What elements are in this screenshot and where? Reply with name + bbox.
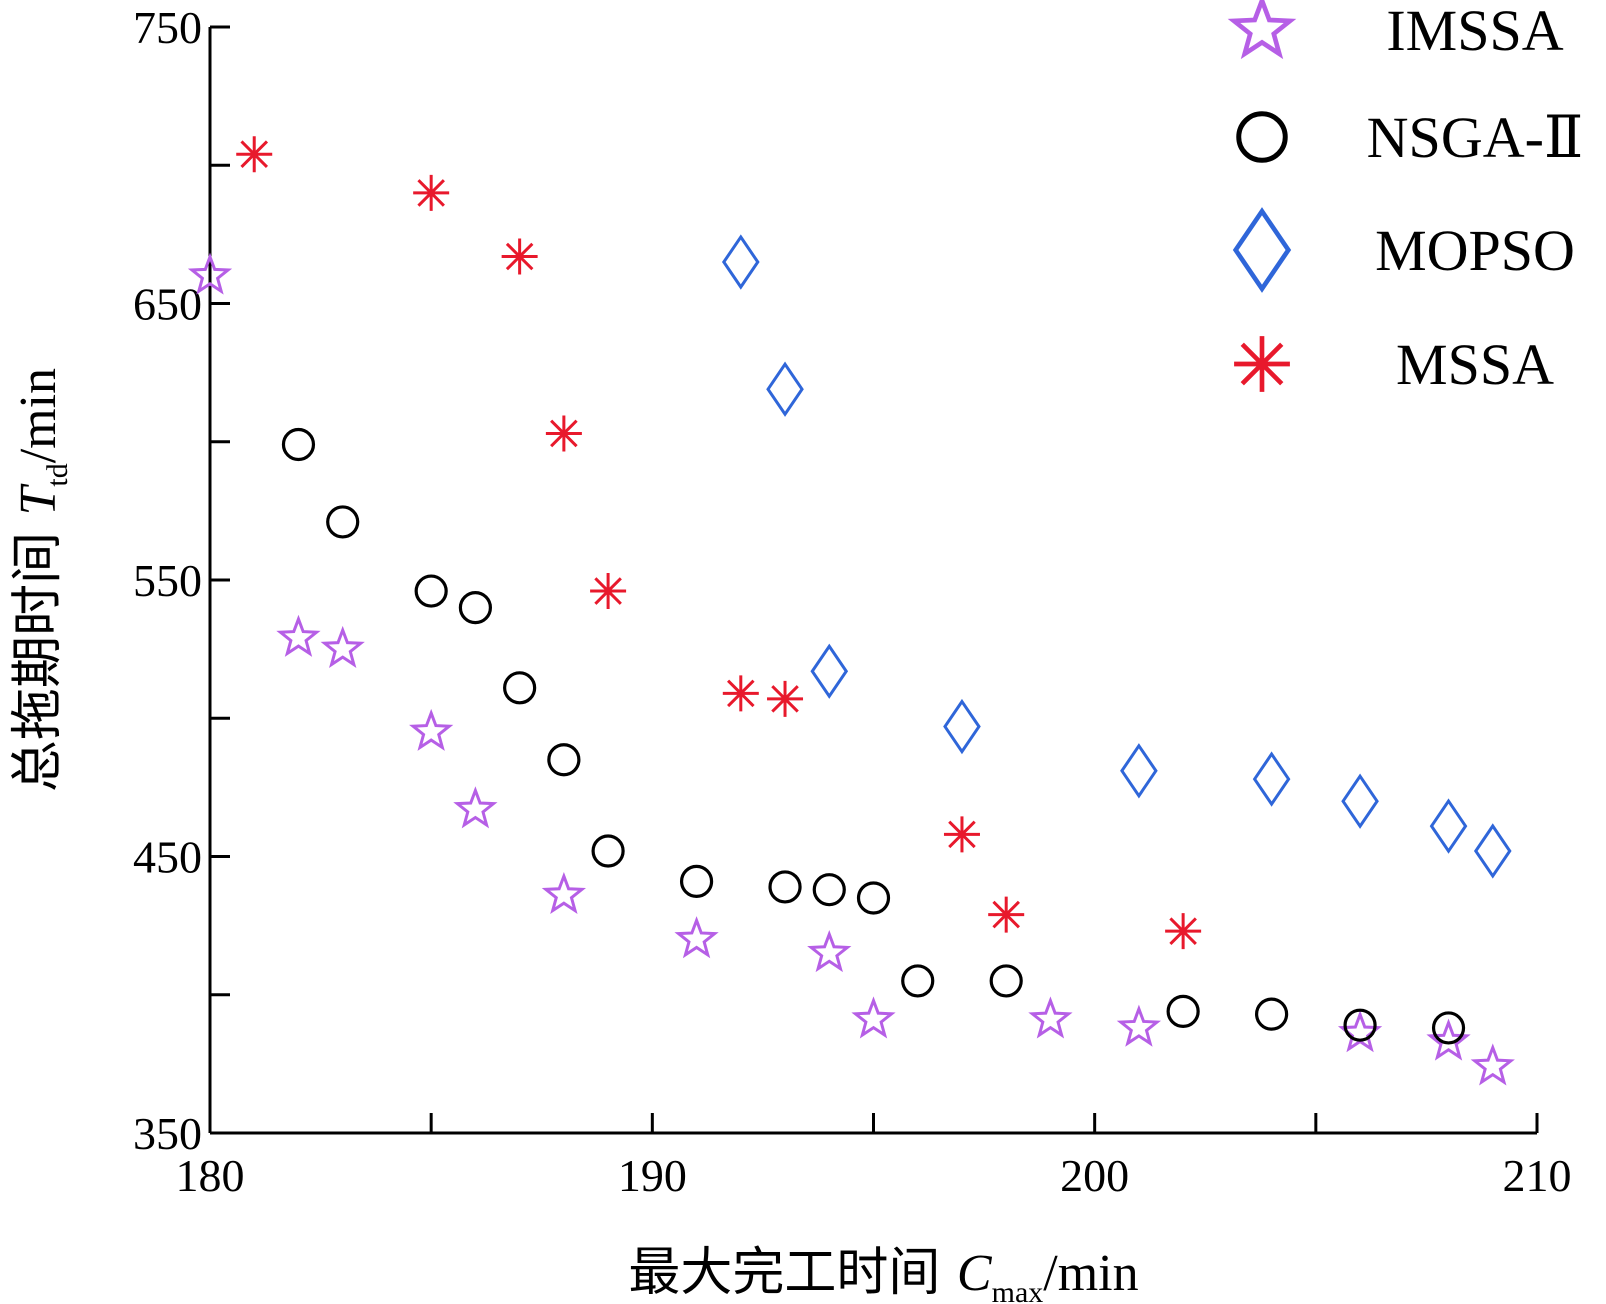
- data-point: [413, 174, 450, 211]
- data-point: [721, 234, 760, 290]
- data-point: [320, 625, 365, 668]
- legend: IMSSA NSGA-Ⅱ MOPSO MSSA: [1227, 0, 1584, 397]
- data-point: [414, 574, 448, 608]
- data-point: [458, 591, 492, 625]
- data-point: [679, 864, 714, 898]
- axes: [208, 27, 1537, 1135]
- data-point: [281, 427, 316, 462]
- data-point: [541, 871, 587, 915]
- x-tick-label: 180: [176, 1150, 245, 1201]
- y-tick-label: 550: [133, 555, 202, 606]
- data-point: [1116, 1004, 1162, 1047]
- data-point: [988, 896, 1025, 933]
- data-point: [1426, 1018, 1471, 1061]
- data-point: [1341, 773, 1379, 829]
- data-point: [856, 881, 891, 915]
- data-point: [501, 238, 538, 275]
- data-point: [503, 671, 537, 705]
- legend-marker: [1232, 207, 1292, 293]
- data-point: [236, 136, 273, 173]
- series-nsga-: [281, 427, 1466, 1045]
- legend-item: NSGA-Ⅱ: [1236, 105, 1584, 170]
- x-tick-label: 200: [1060, 1150, 1129, 1201]
- data-point: [187, 252, 233, 295]
- data-point: [591, 834, 625, 868]
- data-point: [901, 964, 935, 998]
- data-point: [1165, 913, 1202, 950]
- data-point: [810, 643, 849, 699]
- data-point: [722, 675, 759, 712]
- x-axis-title: 最大完工时间 Cmax/min: [628, 1243, 1138, 1304]
- data-point: [943, 698, 981, 755]
- legend-marker: [1234, 336, 1290, 392]
- data-point: [326, 505, 360, 539]
- data-point: [766, 361, 804, 417]
- x-tick-label: 210: [1503, 1150, 1572, 1201]
- data-point: [1028, 996, 1073, 1039]
- data-point: [812, 873, 846, 907]
- data-point: [453, 786, 498, 829]
- y-tick-label: 750: [133, 2, 202, 53]
- y-axis-title: 总拖期时间 Ttd/min: [8, 368, 74, 792]
- data-point: [1470, 1043, 1515, 1086]
- legend-label: NSGA-Ⅱ: [1367, 105, 1584, 170]
- data-point: [1429, 798, 1468, 854]
- data-point: [1343, 1008, 1377, 1042]
- data-point: [1252, 751, 1291, 807]
- data-point: [1473, 823, 1512, 879]
- data-point: [851, 996, 896, 1039]
- legend-label: MSSA: [1396, 332, 1554, 397]
- legend-label: IMSSA: [1386, 0, 1563, 63]
- data-point: [547, 743, 581, 777]
- x-tick-label: 190: [618, 1150, 687, 1201]
- data-point: [409, 708, 454, 751]
- legend-marker: [1236, 111, 1288, 163]
- data-point: [767, 680, 804, 717]
- y-tick-label: 450: [133, 832, 202, 883]
- data-point: [674, 916, 719, 959]
- data-point: [1431, 1011, 1466, 1045]
- data-point: [545, 415, 582, 452]
- series-mopso: [721, 234, 1512, 879]
- data-point: [590, 573, 627, 610]
- legend-marker: [1227, 0, 1297, 60]
- data-point: [1254, 997, 1289, 1031]
- legend-item: MSSA: [1234, 332, 1554, 397]
- data-marks: [187, 136, 1515, 1086]
- data-point: [768, 870, 802, 904]
- legend-item: MOPSO: [1232, 207, 1575, 293]
- series-imssa: [187, 252, 1515, 1086]
- legend-label: MOPSO: [1375, 218, 1575, 283]
- data-point: [1166, 994, 1200, 1028]
- data-point: [1120, 743, 1158, 799]
- y-tick-label: 650: [133, 279, 202, 330]
- series-mssa: [236, 136, 1202, 950]
- ticks: 180 190 200 210 350 450 550 650 750: [133, 2, 1572, 1201]
- data-point: [807, 930, 852, 973]
- data-point: [276, 614, 321, 657]
- y-tick-label: 350: [133, 1108, 202, 1159]
- data-point: [943, 816, 980, 853]
- legend-item: IMSSA: [1227, 0, 1564, 63]
- data-point: [989, 964, 1023, 998]
